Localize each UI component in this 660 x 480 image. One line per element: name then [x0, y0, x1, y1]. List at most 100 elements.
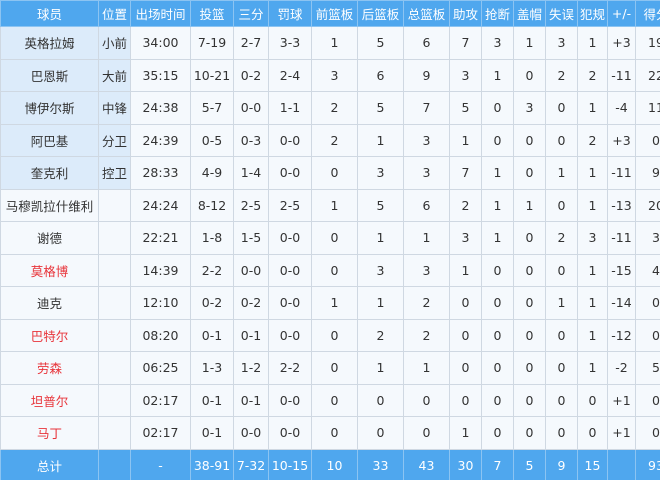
column-header: 盖帽 — [513, 0, 546, 27]
stat-cell: 3 — [311, 58, 358, 92]
stat-cell: 5-7 — [190, 91, 234, 125]
total-stat-cell: 9 — [545, 448, 578, 480]
player-position: 中锋 — [98, 91, 131, 125]
stat-cell: 1 — [513, 26, 546, 60]
column-header: 总篮板 — [403, 0, 450, 27]
player-name: 迪克 — [0, 286, 99, 320]
player-name: 坦普尔 — [0, 383, 99, 417]
stat-cell: 1 — [311, 188, 358, 222]
column-header: 出场时间 — [130, 0, 191, 27]
stat-cell: 1 — [481, 188, 514, 222]
player-row: 巴特尔 08:20 0-1 0-1 0-0 0 2 2 0 0 0 0 1 -12 0 — [0, 318, 660, 352]
stat-cell: 0 — [577, 416, 608, 450]
stat-cell: 0 — [513, 351, 546, 385]
column-header: 失误 — [545, 0, 578, 27]
stat-cell: 0-1 — [233, 318, 269, 352]
stat-cell: 2-2 — [268, 351, 312, 385]
stat-cell: 0 — [513, 123, 546, 157]
total-stat-cell: 30 — [449, 448, 482, 480]
stat-cell: 0 — [481, 351, 514, 385]
stat-cell: 2 — [403, 318, 450, 352]
stat-cell: 0-0 — [268, 416, 312, 450]
stat-cell: 3 — [403, 156, 450, 190]
column-header: 球员 — [0, 0, 99, 27]
stat-cell: +3 — [607, 123, 636, 157]
stat-cell: 0 — [311, 253, 358, 287]
total-stat-cell: 43 — [403, 448, 450, 480]
stat-cell: 0 — [311, 351, 358, 385]
stat-cell: 0 — [545, 416, 578, 450]
stat-cell: 0-0 — [268, 156, 312, 190]
player-name: 莫格博 — [0, 253, 99, 287]
column-header: 罚球 — [268, 0, 312, 27]
stat-cell: -15 — [607, 253, 636, 287]
stat-cell: -11 — [607, 221, 636, 255]
stat-cell: 0 — [635, 286, 660, 320]
stat-cell: 3 — [449, 58, 482, 92]
stat-cell: 4 — [635, 253, 660, 287]
stat-cell: 20 — [635, 188, 660, 222]
player-row: 坦普尔 02:17 0-1 0-1 0-0 0 0 0 0 0 0 0 0 +1 0 — [0, 383, 660, 417]
stat-cell: 1-5 — [233, 221, 269, 255]
stat-cell: 24:24 — [130, 188, 191, 222]
total-stat-cell: 33 — [357, 448, 404, 480]
stat-cell: 1 — [311, 26, 358, 60]
stat-cell: 0 — [449, 318, 482, 352]
stat-cell: 3 — [357, 156, 404, 190]
stat-cell: 1-4 — [233, 156, 269, 190]
stat-cell: 1 — [311, 286, 358, 320]
player-row: 奎克利 控卫 28:33 4-9 1-4 0-0 0 3 3 7 1 0 1 1 -11 9 — [0, 156, 660, 190]
stat-cell: 4-9 — [190, 156, 234, 190]
stat-cell: 0-1 — [190, 416, 234, 450]
stat-cell: 0-0 — [268, 123, 312, 157]
stat-cell: 3 — [545, 26, 578, 60]
stat-cell: 0 — [481, 383, 514, 417]
stat-cell: +1 — [607, 416, 636, 450]
stat-cell: 2 — [577, 58, 608, 92]
stat-cell: 0 — [545, 253, 578, 287]
stat-cell: 5 — [357, 91, 404, 125]
stat-cell: 0-0 — [268, 286, 312, 320]
player-position — [98, 253, 131, 287]
player-position — [98, 351, 131, 385]
stat-cell: 2 — [545, 58, 578, 92]
stat-cell: 3 — [577, 221, 608, 255]
stat-cell: 3 — [635, 221, 660, 255]
stat-cell: 7-19 — [190, 26, 234, 60]
total-stat-cell: 10 — [311, 448, 358, 480]
stat-cell: 1-8 — [190, 221, 234, 255]
stat-cell: 7 — [449, 156, 482, 190]
stat-cell: 0 — [545, 351, 578, 385]
stat-cell: 2 — [449, 188, 482, 222]
stat-cell: -14 — [607, 286, 636, 320]
total-stat-cell: 5 — [513, 448, 546, 480]
stat-cell: 3-3 — [268, 26, 312, 60]
stat-cell: 0 — [481, 318, 514, 352]
stat-cell: 0 — [513, 156, 546, 190]
player-position: 大前 — [98, 58, 131, 92]
stat-cell: 5 — [357, 188, 404, 222]
stat-cell: 1 — [577, 91, 608, 125]
stat-cell: 14:39 — [130, 253, 191, 287]
stat-cell: 1 — [357, 123, 404, 157]
stat-cell: 2 — [311, 91, 358, 125]
total-stat-cell: 7 — [481, 448, 514, 480]
stat-cell: 0 — [449, 351, 482, 385]
stat-cell: 2-5 — [233, 188, 269, 222]
player-name: 劳森 — [0, 351, 99, 385]
stat-cell: 10-21 — [190, 58, 234, 92]
total-label: 总计 — [0, 448, 99, 480]
player-position: 分卫 — [98, 123, 131, 157]
stat-cell: 1 — [577, 188, 608, 222]
stat-cell: 0 — [635, 416, 660, 450]
stat-cell: -12 — [607, 318, 636, 352]
stat-cell: -11 — [607, 58, 636, 92]
stat-cell: 0 — [311, 416, 358, 450]
stat-cell: 2-7 — [233, 26, 269, 60]
player-row: 谢德 22:21 1-8 1-5 0-0 0 1 1 3 1 0 2 3 -11 3 — [0, 221, 660, 255]
player-name: 博伊尔斯 — [0, 91, 99, 125]
stat-cell: 1 — [481, 221, 514, 255]
player-name: 马丁 — [0, 416, 99, 450]
stat-cell: 0-0 — [268, 383, 312, 417]
